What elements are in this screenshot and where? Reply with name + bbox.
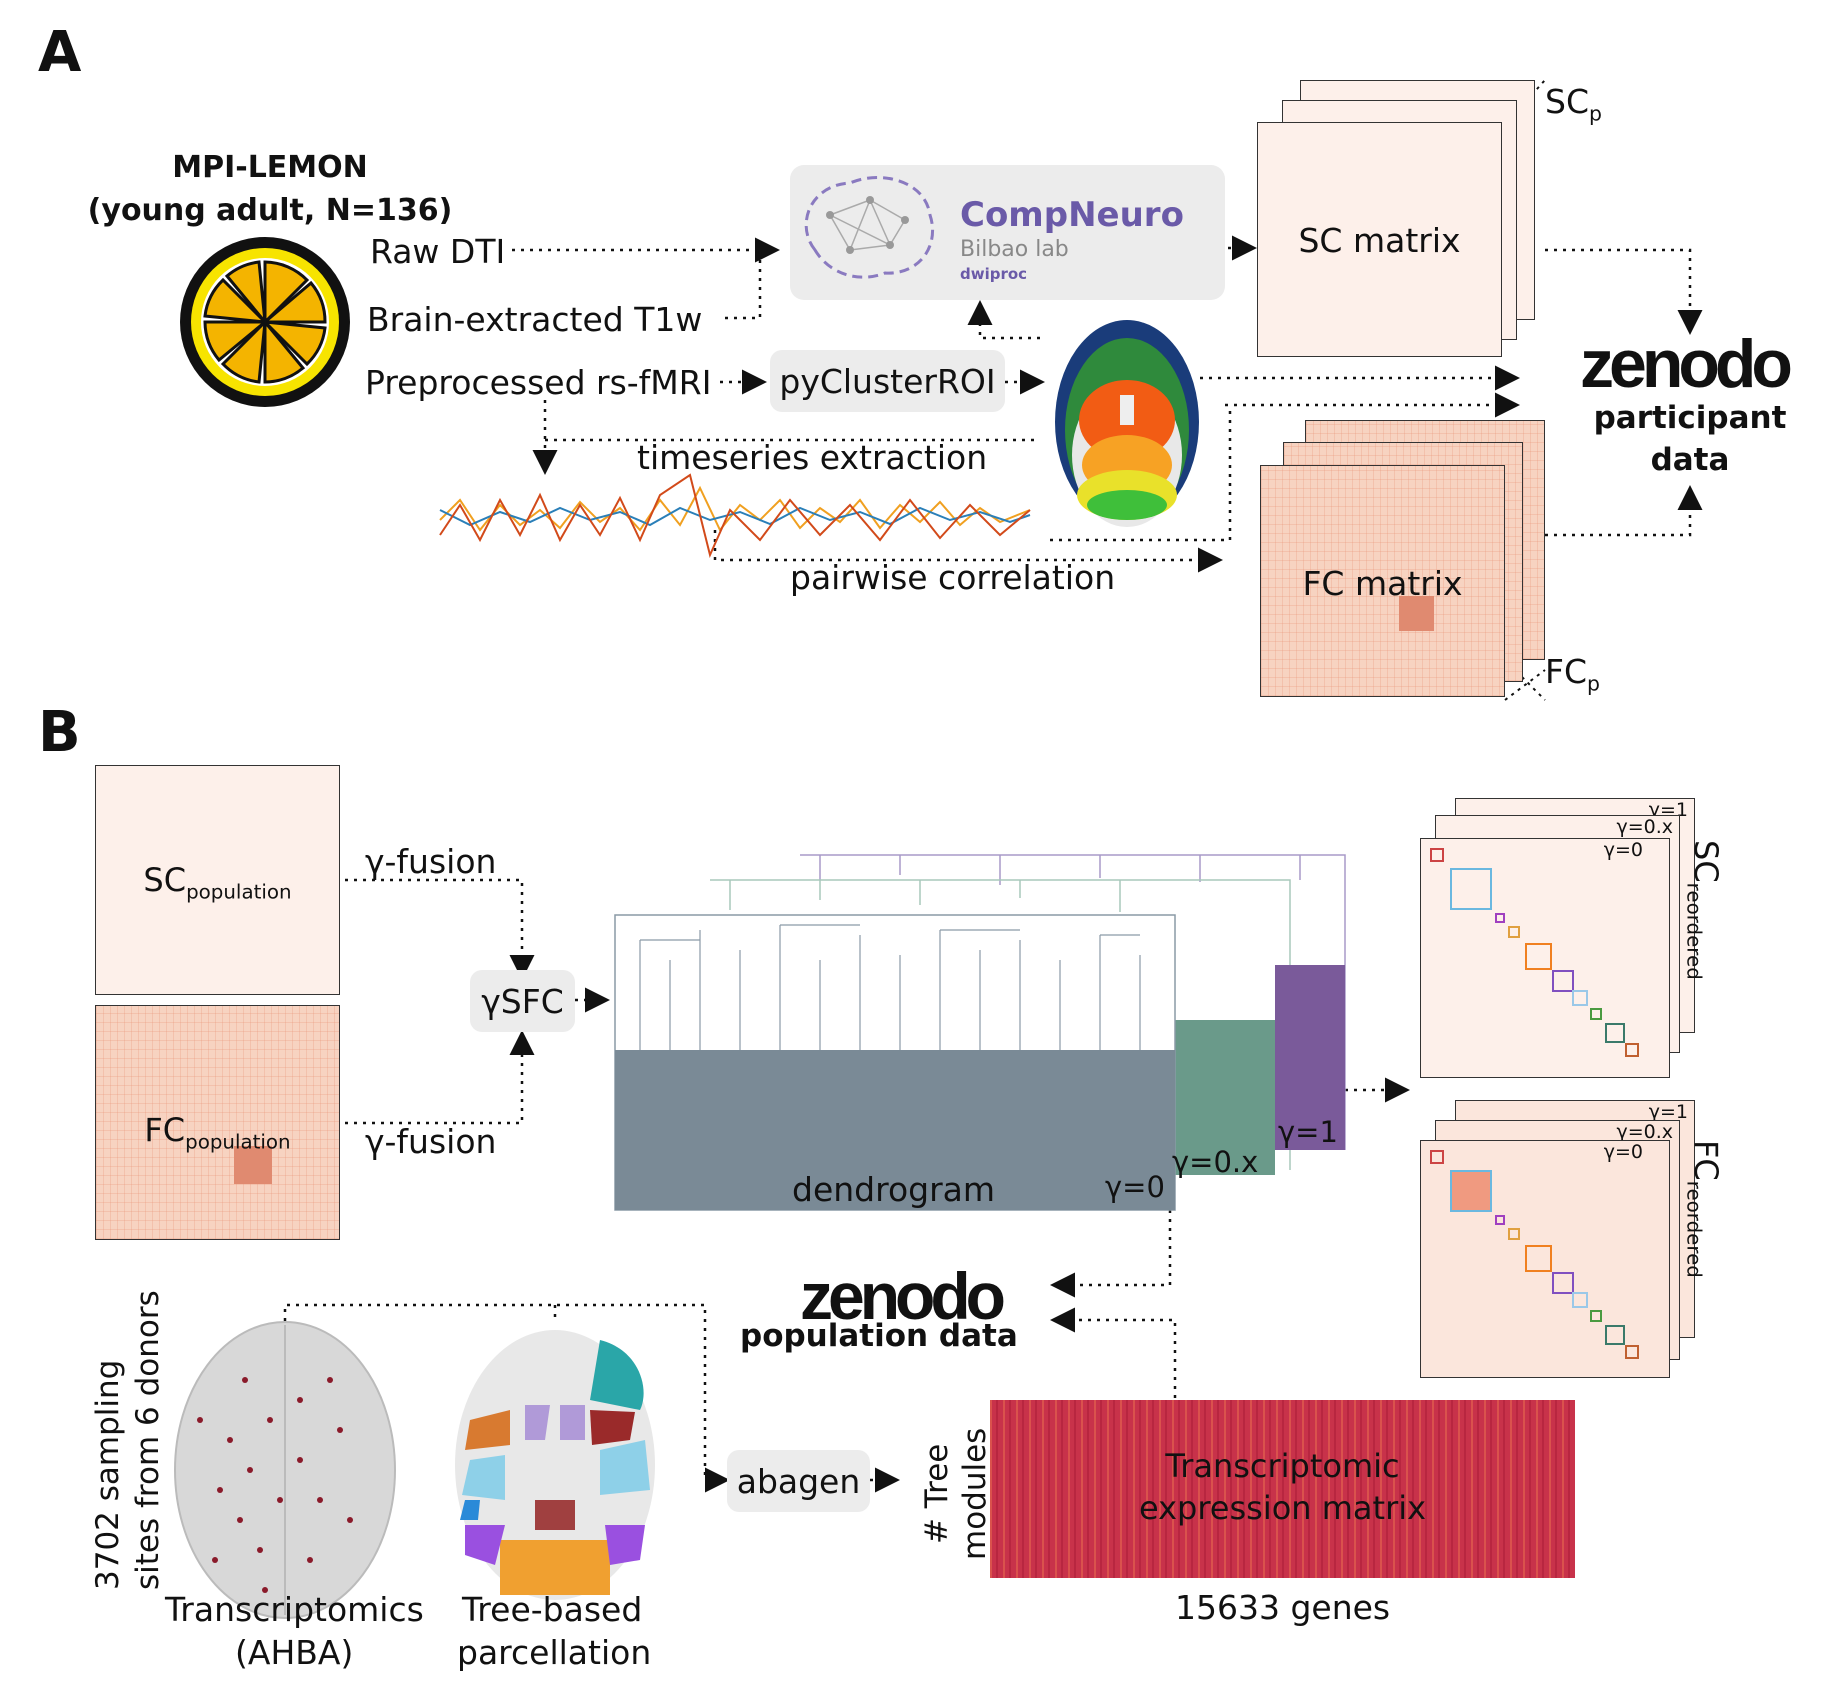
compneuro-lab: Bilbao lab bbox=[960, 237, 1069, 262]
dendrogram-label: dendrogram bbox=[792, 1170, 996, 1209]
fc-matrix-label: FC matrix bbox=[1302, 564, 1463, 603]
sc-reordered-matrix: γ=0 bbox=[1420, 838, 1670, 1078]
input-rs-fmri: Preprocessed rs-fMRI bbox=[365, 363, 712, 402]
fc-reordered-modules bbox=[1430, 1150, 1639, 1359]
input-t1w: Brain-extracted T1w bbox=[367, 300, 703, 339]
expression-matrix-label: Transcriptomic expression matrix bbox=[1138, 1447, 1427, 1527]
dataset-subtitle: (young adult, N=136) bbox=[87, 193, 453, 228]
abagen-box: abagen bbox=[727, 1450, 870, 1512]
fc-p-label: FCp bbox=[1545, 652, 1601, 696]
fc-population-matrix: FCpopulation bbox=[95, 1005, 340, 1240]
fc-population-label: FCpopulation bbox=[144, 1111, 291, 1154]
timeseries-label: timeseries extraction bbox=[637, 438, 988, 477]
panel-label-a: A bbox=[38, 20, 82, 85]
pyclusterroi-box: pyClusterROI bbox=[770, 350, 1005, 412]
tree-parcellation-label-2: parcellation bbox=[457, 1633, 652, 1672]
sc-reordered-modules bbox=[1430, 848, 1639, 1057]
tree-parcellation-label-1: Tree-based bbox=[462, 1590, 643, 1629]
participant-caption-2: data bbox=[1650, 442, 1730, 478]
ysfc-box: γSFC bbox=[470, 970, 575, 1032]
compneuro-name: CompNeuro bbox=[960, 195, 1184, 235]
sc-matrix: SC matrix bbox=[1257, 122, 1502, 357]
abagen-label: abagen bbox=[736, 1461, 861, 1501]
pairwise-label: pairwise correlation bbox=[790, 558, 1116, 597]
modules-axis-label: # Tree modules bbox=[919, 1427, 993, 1560]
compneuro-box: CompNeuro Bilbao lab dwiproc bbox=[790, 165, 1225, 300]
brain-network-icon bbox=[804, 176, 935, 279]
fc-reordered-matrix: γ=0 bbox=[1420, 1140, 1670, 1378]
participant-caption-1: participant bbox=[1593, 400, 1787, 436]
expression-matrix: Transcriptomic expression matrix bbox=[990, 1400, 1575, 1578]
zenodo-logo-population: zenodo bbox=[800, 1259, 1006, 1333]
pyclusterroi-label: pyClusterROI bbox=[779, 361, 996, 401]
transcriptomics-label-2: (AHBA) bbox=[235, 1633, 354, 1672]
population-caption: population data bbox=[740, 1318, 1018, 1354]
fc-matrix: FC matrix bbox=[1260, 465, 1505, 697]
sc-p-label: SCp bbox=[1545, 82, 1602, 126]
transcriptomics-label-1: Transcriptomics bbox=[165, 1590, 424, 1629]
gamma-x-label: γ=0.x bbox=[1172, 1145, 1259, 1179]
fc-population-block bbox=[234, 1146, 272, 1184]
genes-axis-label: 15633 genes bbox=[1175, 1588, 1391, 1627]
fusion-top-label: γ-fusion bbox=[365, 842, 497, 881]
zenodo-logo-participant: zenodo bbox=[1580, 326, 1793, 402]
ysfc-label: γSFC bbox=[481, 981, 564, 1021]
compneuro-tool: dwiproc bbox=[960, 265, 1028, 283]
gamma-1-label: γ=1 bbox=[1278, 1115, 1338, 1149]
sc-population-label: SCpopulation bbox=[143, 861, 292, 904]
dataset-title: MPI-LEMON bbox=[172, 150, 368, 185]
sc-matrix-label: SC matrix bbox=[1298, 221, 1461, 260]
gamma-0-label: γ=0 bbox=[1105, 1170, 1165, 1204]
fusion-bottom-label: γ-fusion bbox=[365, 1122, 497, 1161]
sc-population-matrix: SCpopulation bbox=[95, 765, 340, 995]
panel-label-b: B bbox=[38, 700, 81, 765]
fc-matrix-block bbox=[1399, 596, 1434, 631]
input-raw-dti: Raw DTI bbox=[370, 232, 506, 271]
